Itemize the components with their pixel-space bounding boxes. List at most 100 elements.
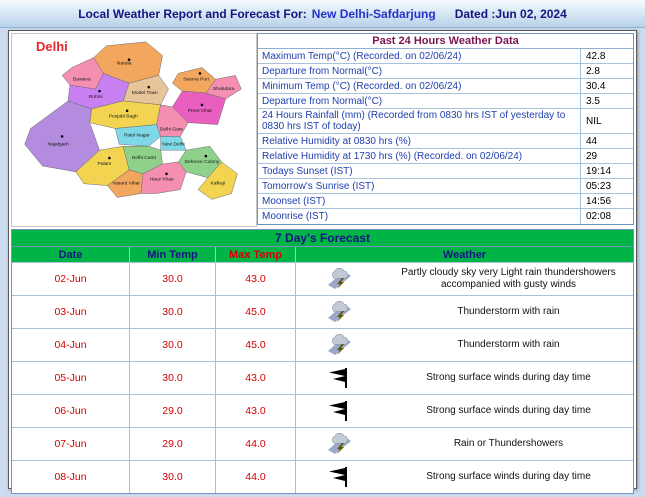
map-labels: Narela Bawana Rohini Model Town Seema Pu… [48,61,235,187]
district-hauz-khas [140,161,187,194]
report-content-box: Delhi [8,30,637,494]
district-kalkaji [197,161,238,200]
forecast-max-temp: 45.0 [216,296,296,328]
district-shapes [24,41,242,200]
weather-icon [296,268,384,290]
forecast-max-temp: 43.0 [216,395,296,427]
table-row: 24 Hours Rainfall (mm) (Recorded from 08… [258,109,633,134]
forecast-max-temp: 43.0 [216,263,296,295]
map-label: Defence Colony [184,159,219,165]
station-name: New Delhi-Safdarjung [311,6,436,21]
wind-flag-icon [329,368,347,388]
past24-value: 29 [586,150,598,162]
forecast-min-temp: 30.0 [130,362,216,394]
weather-icon [296,367,384,389]
map-label: Narela [117,61,132,67]
past24-label: Moonset (IST) [258,194,581,208]
forecast-max-temp: 43.0 [216,362,296,394]
map-label: Delhi Gate [160,126,183,132]
forecast-date: 02-Jun [12,263,130,295]
map-label: Delhi Cantt [132,155,157,161]
past24-value: 14:56 [586,195,612,207]
table-row: Departure from Normal(°C) 2.8 [258,64,633,79]
weather-icon [296,466,384,488]
map-label: Shahdara [213,86,235,92]
header-weather: Weather [296,247,633,262]
past24-label: Relative Humidity at 0830 hrs (%) [258,134,581,148]
forecast-title: 7 Day's Forecast [12,230,633,247]
wind-flag-icon [329,401,347,421]
past24-value: 2.8 [586,65,600,77]
thunderstorm-icon [328,268,351,289]
forecast-weather-description: Strong surface winds during day time [426,404,591,416]
forecast-weather-cell: Strong surface winds during day time [296,362,633,394]
map-location-dot [200,103,204,107]
forecast-weather-cell: Strong surface winds during day time [296,395,633,427]
map-location-dots [60,58,208,176]
forecast-weather-description: Strong surface winds during day time [426,371,591,383]
map-location-dot [108,156,111,160]
map-label: Hauz Khas [150,177,175,183]
forecast-weather-cell: Rain or Thundershowers [296,428,633,460]
forecast-min-temp: 29.0 [130,395,216,427]
map-label: Preet Vihar [188,108,213,114]
forecast-row: 03-Jun 30.0 45.0 Thunderstorm with rain [12,296,633,329]
forecast-min-temp: 30.0 [130,296,216,328]
header-max-temp: Max Temp [216,247,296,262]
forecast-weather-description: Rain or Thundershowers [453,437,564,449]
past24-value: 30.4 [586,80,606,92]
weather-icon [296,400,384,422]
forecast-max-temp: 45.0 [216,329,296,361]
map-location-dot [125,109,129,113]
past24-value: 3.5 [586,95,600,107]
map-label: Bawana [73,76,91,82]
map-label: Najafgarh [48,141,70,147]
map-label: Vasant Vihar [112,181,140,187]
map-location-dot [60,135,64,138]
district-shahdara [205,75,242,100]
past24-value: 42.8 [586,50,606,62]
table-row: Todays Sunset (IST) 19:14 [258,164,633,179]
forecast-date: 04-Jun [12,329,130,361]
table-row: Tomorrow's Sunrise (IST) 05:23 [258,179,633,194]
past24-value: NIL [586,115,602,127]
forecast-date: 05-Jun [12,362,130,394]
past-24-hours-title: Past 24 Hours Weather Data [258,34,633,49]
delhi-map-svg: Narela Bawana Rohini Model Town Seema Pu… [24,41,242,200]
forecast-row: 02-Jun 30.0 43.0 Partly cloudy sky very … [12,263,633,296]
seven-day-forecast: 7 Day's Forecast Date Min Temp Max Temp … [11,229,634,494]
weather-icon [296,301,384,323]
header-min-temp: Min Temp [130,247,216,262]
table-row: Relative Humidity at 1730 hrs (%) (Recor… [258,149,633,164]
forecast-weather-description: Strong surface winds during day time [426,470,591,482]
forecast-max-temp: 44.0 [216,461,296,493]
map-label: Palam [98,161,112,167]
past24-value: 19:14 [586,165,612,177]
map-location-dot [165,172,168,176]
forecast-weather-description: Thunderstorm with rain [457,338,560,350]
table-row: Maximum Temp(°C) (Recorded. on 02/06/24)… [258,49,633,64]
map-label: Model Town [132,90,158,96]
forecast-row: 08-Jun 30.0 44.0 Strong surface winds du… [12,461,633,493]
past24-value: 05:23 [586,180,612,192]
map-label: Seema Puri [183,76,209,82]
thunderstorm-icon [328,301,351,322]
past24-label: Relative Humidity at 1730 hrs (%) (Recor… [258,149,581,163]
past24-label: Minimum Temp (°C) (Recorded. on 02/06/24… [258,79,581,93]
past24-value: 44 [586,135,598,147]
forecast-min-temp: 30.0 [130,263,216,295]
map-location-dot [147,85,151,89]
forecast-date: 07-Jun [12,428,130,460]
table-row: Moonset (IST) 14:56 [258,194,633,209]
forecast-max-temp: 44.0 [216,428,296,460]
past24-label: 24 Hours Rainfall (mm) (Recorded from 08… [258,109,581,133]
forecast-weather-description: Partly cloudy sky very Light rain thunde… [401,266,616,291]
thunderstorm-icon [328,433,351,454]
map-location-dot [98,89,101,93]
past24-value: 02:08 [586,211,612,222]
map-label: New Delhi [162,141,184,147]
map-label: Patel Nagar [124,132,150,138]
forecast-weather-cell: Partly cloudy sky very Light rain thunde… [296,263,633,295]
past24-label: Todays Sunset (IST) [258,164,581,178]
forecast-row: 05-Jun 30.0 43.0 Strong surface winds du… [12,362,633,395]
